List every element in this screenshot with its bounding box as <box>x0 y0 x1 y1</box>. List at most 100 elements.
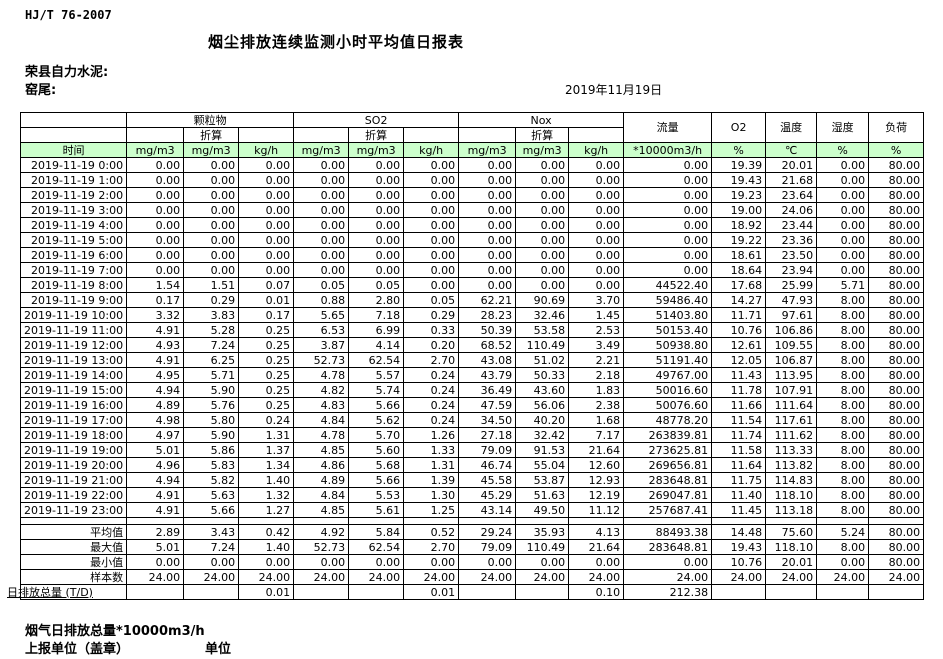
value-cell: 0.00 <box>403 172 460 188</box>
value-cell: 0.00 <box>238 202 295 218</box>
value-cell: 11.71 <box>711 307 767 323</box>
value-cell: 62.21 <box>458 292 517 308</box>
table-row: 2019-11-19 8:00 1.54 1.51 0.07 0.05 0.05 0.00 0… <box>19 277 925 293</box>
value-cell: 24.00 <box>238 569 295 585</box>
page-title: 烟尘排放连续监测小时平均值日报表 <box>208 33 465 51</box>
value-cell: 11.40 <box>711 487 767 503</box>
value-cell: 0.00 <box>238 262 295 278</box>
value-cell: 7.24 <box>183 337 240 353</box>
col-converted-pm: 折算 <box>183 127 240 143</box>
value-cell <box>711 584 767 600</box>
value-cell: 1.37 <box>238 442 295 458</box>
value-cell: 80.00 <box>868 217 925 233</box>
value-cell: 0.00 <box>568 157 625 173</box>
value-cell: 5.62 <box>348 412 405 428</box>
value-cell: 4.14 <box>348 337 405 353</box>
value-cell: 80.00 <box>868 487 925 503</box>
value-cell: 20.01 <box>765 157 818 173</box>
value-cell: 23.50 <box>765 247 818 263</box>
value-cell: 0.00 <box>458 554 517 570</box>
table-row: 2019-11-19 16:00 4.89 5.76 0.25 4.83 5.66 0.24… <box>19 397 925 413</box>
value-cell: 55.04 <box>515 457 570 473</box>
summary-label: 最大值 <box>19 539 128 555</box>
time-cell: 2019-11-19 0:00 <box>19 157 128 173</box>
value-cell: 0.25 <box>238 367 295 383</box>
value-cell: 4.78 <box>293 427 350 443</box>
value-cell: 80.00 <box>868 307 925 323</box>
value-cell: 0.00 <box>293 217 350 233</box>
value-cell: 0.42 <box>238 524 295 540</box>
value-cell: 75.60 <box>765 524 818 540</box>
value-cell: 0.00 <box>403 202 460 218</box>
value-cell <box>868 584 925 600</box>
col-group-particulate: 颗粒物 <box>126 112 295 128</box>
value-cell: 0.00 <box>183 187 240 203</box>
table-row: 2019-11-19 17:00 4.98 5.80 0.24 4.84 5.62 0.24… <box>19 412 925 428</box>
value-cell: 24.00 <box>868 569 925 585</box>
value-cell: 5.83 <box>183 457 240 473</box>
value-cell: 80.00 <box>868 502 925 518</box>
value-cell: 68.52 <box>458 337 517 353</box>
value-cell: 3.83 <box>183 307 240 323</box>
value-cell <box>816 584 870 600</box>
value-cell: 23.44 <box>765 217 818 233</box>
value-cell: 12.61 <box>711 337 767 353</box>
value-cell: 0.01 <box>238 584 295 600</box>
table-row: 2019-11-19 20:00 4.96 5.83 1.34 4.86 5.68 1.31… <box>19 457 925 473</box>
value-cell: 7.24 <box>183 539 240 555</box>
value-cell: 0.00 <box>348 187 405 203</box>
value-cell: 5.68 <box>348 457 405 473</box>
value-cell: 11.54 <box>711 412 767 428</box>
value-cell: 5.84 <box>348 524 405 540</box>
value-cell: 0.00 <box>293 247 350 263</box>
value-cell: 1.45 <box>568 307 625 323</box>
value-cell: 0.00 <box>568 554 625 570</box>
value-cell: 1.33 <box>403 442 460 458</box>
value-cell: 5.70 <box>348 427 405 443</box>
blank-cell <box>126 517 185 525</box>
table-row: 2019-11-19 11:00 4.91 5.28 0.25 6.53 6.99 0.33… <box>19 322 925 338</box>
unit-cell: mg/m3 <box>293 142 350 158</box>
value-cell: 56.06 <box>515 397 570 413</box>
value-cell: 53.87 <box>515 472 570 488</box>
time-cell: 2019-11-19 23:00 <box>19 502 128 518</box>
value-cell: 0.00 <box>515 157 570 173</box>
value-cell: 0.33 <box>403 322 460 338</box>
value-cell: 0.00 <box>515 217 570 233</box>
value-cell: 49767.00 <box>623 367 713 383</box>
value-cell: 5.61 <box>348 502 405 518</box>
value-cell <box>126 584 185 600</box>
summary-row-daily-total: 日排放总量 (T/D) 0.01 0.01 0.10 212.38 <box>7 584 925 600</box>
value-cell <box>293 584 350 600</box>
value-cell: 0.00 <box>458 232 517 248</box>
value-cell: 11.66 <box>711 397 767 413</box>
value-cell: 0.00 <box>126 262 185 278</box>
value-cell: 0.25 <box>238 397 295 413</box>
value-cell: 2.70 <box>403 539 460 555</box>
table-row: 2019-11-19 12:00 4.93 7.24 0.25 3.87 4.14 0.20… <box>19 337 925 353</box>
value-cell: 1.31 <box>403 457 460 473</box>
value-cell: 8.00 <box>816 457 870 473</box>
value-cell: 97.61 <box>765 307 818 323</box>
value-cell: 118.10 <box>765 539 818 555</box>
value-cell: 5.28 <box>183 322 240 338</box>
header-blank <box>458 127 517 143</box>
value-cell: 0.00 <box>348 247 405 263</box>
time-cell: 2019-11-19 20:00 <box>19 457 128 473</box>
value-cell: 106.87 <box>765 352 818 368</box>
value-cell: 50076.60 <box>623 397 713 413</box>
value-cell: 43.60 <box>515 382 570 398</box>
value-cell: 0.05 <box>293 277 350 293</box>
value-cell: 43.79 <box>458 367 517 383</box>
value-cell: 80.00 <box>868 442 925 458</box>
time-cell: 2019-11-19 2:00 <box>19 187 128 203</box>
time-cell: 2019-11-19 16:00 <box>19 397 128 413</box>
table-row: 2019-11-19 1:00 0.00 0.00 0.00 0.00 0.00 0.00 0… <box>19 172 925 188</box>
value-cell: 0.00 <box>568 232 625 248</box>
value-cell: 113.95 <box>765 367 818 383</box>
value-cell: 50.39 <box>458 322 517 338</box>
header-blank <box>238 127 295 143</box>
value-cell: 0.00 <box>458 277 517 293</box>
value-cell: 4.97 <box>126 427 185 443</box>
table-row: 2019-11-19 4:00 0.00 0.00 0.00 0.00 0.00 0.00 0… <box>19 217 925 233</box>
